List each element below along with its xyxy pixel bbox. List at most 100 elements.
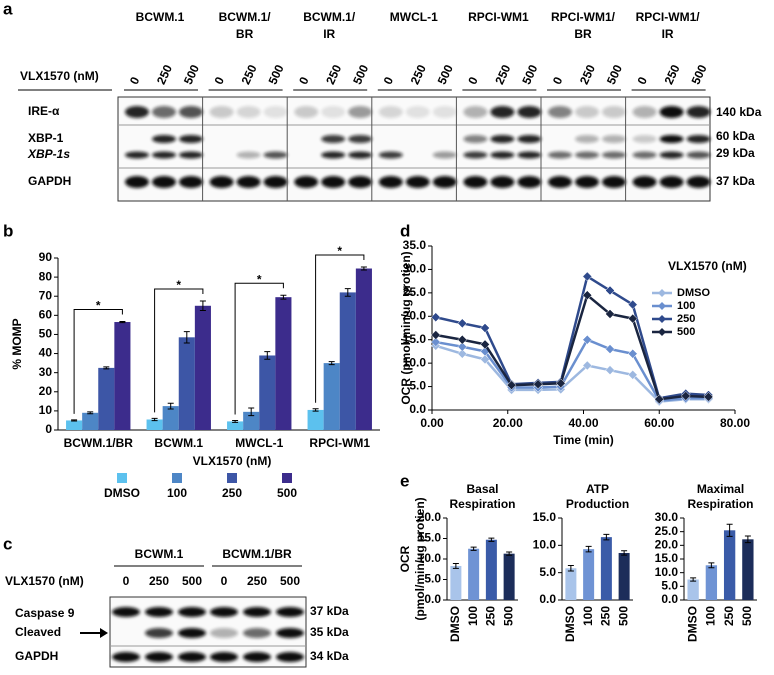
bar [600,537,612,600]
y-tick-label: 0.0 [424,592,441,606]
legend-label: DMSO [104,486,140,500]
y-tick-label: 15.0 [418,531,442,545]
blot-band [152,106,176,118]
blot-band [112,652,140,662]
legend-title: VLX1570 (nM) [193,454,272,468]
blot-band [432,106,457,118]
bar [485,539,497,600]
legend-label: 250 [222,486,242,500]
error-bar [183,331,190,344]
blot-band [243,652,271,662]
line-marker [582,290,593,301]
legend-title: VLX1570 (nM) [668,259,747,273]
bar [355,268,372,430]
error-bar [248,407,255,417]
blot-band [463,106,488,118]
significance-bracket [154,288,204,413]
blot-band [378,176,403,188]
bar [583,549,595,600]
legend-marker [658,328,666,336]
bar [98,367,115,430]
blot-band [236,151,261,159]
significance-label: * [337,244,342,258]
significance-label: * [96,299,101,313]
bar [227,421,244,430]
error-bar [726,523,733,537]
blot-band [179,151,203,159]
error-bar [71,419,78,422]
error-bar [232,419,239,423]
bar [565,568,577,600]
line-marker [627,313,638,324]
y-tick-label: 30.0 [403,262,427,276]
blot-band [405,176,430,188]
y-tick-label: 10.0 [418,551,442,565]
x-tick-label: DMSO [685,606,699,642]
line-marker [605,344,615,354]
legend-label: DMSO [677,287,710,299]
cell-line-name: BR [574,27,592,41]
line-marker [703,392,714,402]
y-tick-label: 0.0 [661,592,678,606]
error-bar [264,351,271,360]
x-tick-label: DMSO [448,606,462,642]
chart-title: Production [566,497,629,511]
error-bar [603,533,610,541]
y-tick-label: 30.0 [655,510,679,524]
blot-band [210,628,238,638]
size-label: 34 kDa [310,649,349,663]
size-label: 60 kDa [716,129,755,143]
blot-band [432,151,457,159]
y-tick-label: 5.0 [661,579,678,593]
cell-line-name: BCWM.1/ [303,10,356,24]
bar [178,337,195,430]
blot-band [236,176,261,188]
blot-band [243,628,271,638]
line-marker [457,334,468,345]
y-tick-label: 25.0 [403,285,427,299]
bar [146,419,163,430]
size-label: 37 kDa [716,174,755,188]
error-bar [360,266,367,271]
protein-label: GAPDH [15,649,58,663]
blot-band [263,151,288,159]
error-bar [199,300,206,312]
blot-band [405,106,430,118]
bar [275,297,292,430]
bar [705,565,718,600]
blot-band [276,652,304,662]
bar [339,292,356,430]
error-bar [103,366,110,370]
significance-bracket [73,308,123,414]
blot-band [602,151,626,159]
bar [66,420,83,430]
cell-line-name: RPCI-WM1 [468,10,529,24]
line-marker [506,380,517,391]
line-marker [457,318,468,329]
significance-bracket [315,254,365,403]
blot-band [490,135,515,143]
error-bar [280,294,287,300]
line-marker [430,330,441,340]
blot-band [686,135,711,143]
blot-band [575,151,599,159]
blot-band [632,151,657,159]
x-tick-label: 500 [501,606,515,626]
blot-band [125,176,149,188]
line-marker [605,365,615,376]
blot-band [548,176,572,188]
x-tick-label: 0.00 [420,416,444,430]
blot-band [490,106,515,118]
blot-band [517,176,542,188]
blot-band [152,151,176,159]
blot-band [209,176,234,188]
error-bar [87,411,94,415]
blot-band [517,135,542,143]
x-tick-label: 250 [599,606,613,626]
y-tick-label: 40 [39,346,53,360]
dose-label: 250 [149,574,169,588]
x-tick-label: DMSO [563,606,577,642]
panel-label: a [3,0,13,18]
x-tick-label: 100 [704,606,718,626]
